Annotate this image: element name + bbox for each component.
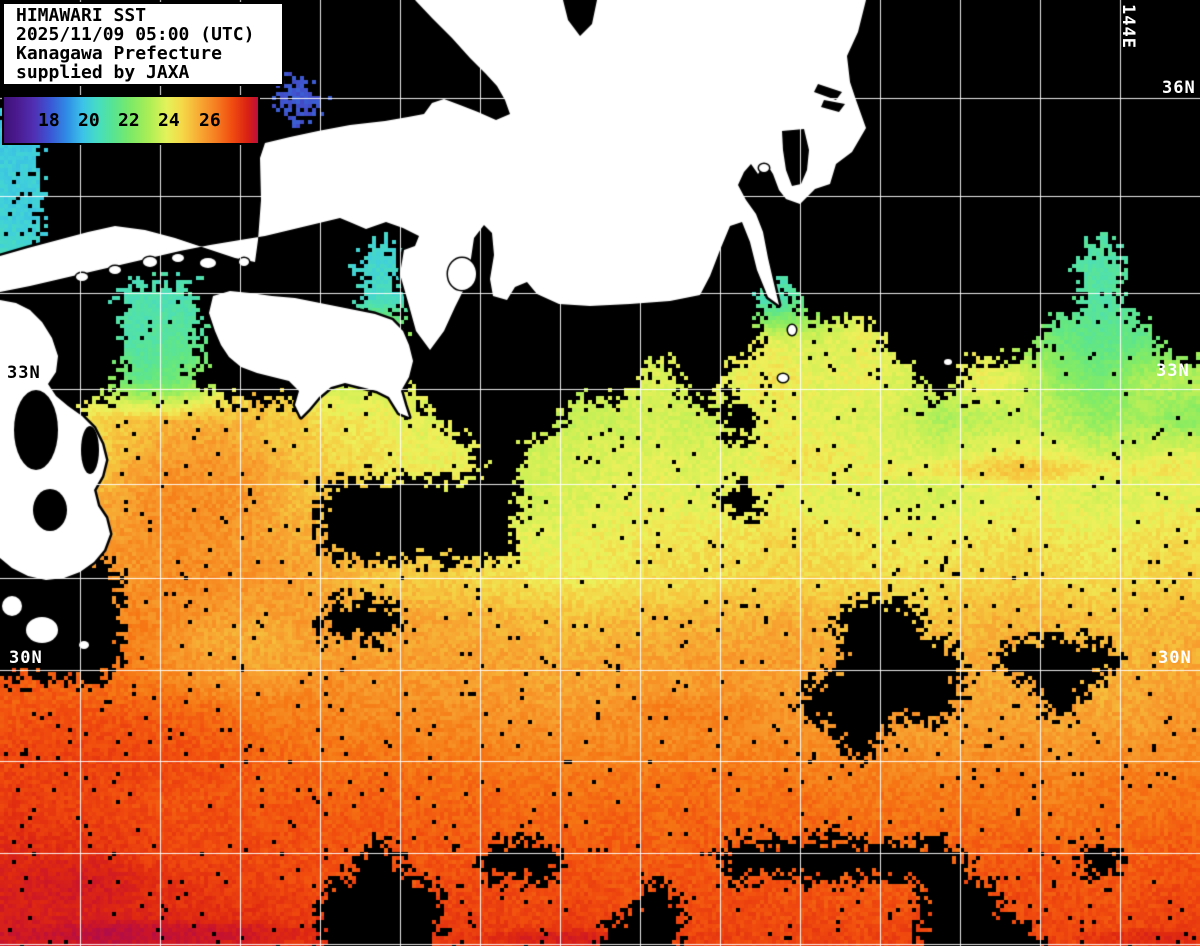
graticule-label: 33N [7, 363, 41, 383]
region-name: Kanagawa Prefecture [16, 43, 222, 64]
product-title: HIMAWARI SST [16, 5, 147, 26]
temperature-colorbar: 18 20 22 24 26 [2, 95, 260, 145]
colorbar-tick: 24 [158, 110, 180, 131]
graticule-label: 144E [1118, 4, 1138, 49]
graticule-label: 33N [1156, 361, 1190, 381]
graticule-label: 36N [1162, 78, 1196, 98]
graticule-label: 30N [9, 648, 43, 668]
timestamp: 2025/11/09 05:00 (UTC) [16, 24, 255, 45]
colorbar-tick: 22 [118, 110, 140, 131]
colorbar-tick: 18 [38, 110, 60, 131]
colorbar-tick: 26 [199, 110, 221, 131]
info-box: HIMAWARI SST 2025/11/09 05:00 (UTC) Kana… [2, 2, 284, 86]
credit-line: supplied by JAXA [16, 62, 190, 83]
graticule-label: 30N [1158, 648, 1192, 668]
graticule-label: 136E [478, 4, 498, 49]
colorbar-tick: 20 [78, 110, 100, 131]
